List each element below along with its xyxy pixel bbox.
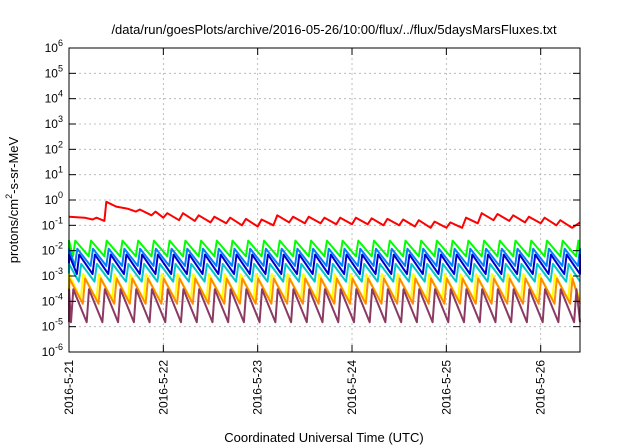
y-tick-exponent: 4 (58, 89, 63, 99)
y-tick-base: 10 (45, 92, 59, 106)
series-line-6 (68, 273, 581, 301)
y-tick-base: 10 (42, 244, 56, 258)
x-axis: 2016-5-21 2016-5-22 2016-5-23 2016-5-24 2016… (62, 48, 548, 415)
y-tick-base: 10 (45, 66, 59, 80)
x-tick-label: 2016-5-21 (62, 360, 76, 415)
y-tick-exponent: 2 (58, 139, 63, 149)
y-tick-label: 10-1 (42, 215, 63, 232)
y-tick-label: 106 (45, 38, 63, 55)
x-tick-label: 2016-5-23 (251, 360, 265, 415)
series-line-4 (68, 253, 581, 275)
y-tick-label: 10-6 (42, 342, 63, 359)
series-line-5 (68, 262, 581, 283)
y-tick-label: 105 (45, 63, 63, 80)
y-tick-label: 102 (45, 139, 63, 156)
y-tick-exponent: 1 (58, 165, 63, 175)
x-tick-label: 2016-5-26 (534, 360, 548, 415)
y-tick-base: 10 (45, 41, 59, 55)
series-line-1 (68, 200, 581, 229)
y-tick-label: 103 (45, 114, 63, 131)
y-tick-base: 10 (42, 269, 56, 283)
y-tick-base: 10 (45, 168, 59, 182)
y-tick-label: 104 (45, 89, 63, 106)
y-tick-base: 10 (45, 193, 59, 207)
y-tick-base: 10 (45, 142, 59, 156)
y-tick-exponent: -6 (55, 342, 63, 352)
y-tick-exponent: 6 (58, 38, 63, 48)
series-layer (68, 200, 581, 324)
y-tick-label: 100 (45, 190, 63, 207)
y-tick-exponent: -1 (55, 215, 63, 225)
y-tick-base: 10 (42, 320, 56, 334)
y-tick-base: 10 (42, 218, 56, 232)
y-tick-base: 10 (42, 345, 56, 359)
series-line-3 (68, 247, 581, 267)
y-tick-base: 10 (45, 117, 59, 131)
series-line-8 (68, 288, 581, 324)
x-axis-title: Coordinated Universal Time (UTC) (224, 430, 423, 445)
series-line-2 (68, 239, 581, 258)
y-tick-exponent: 0 (58, 190, 63, 200)
y-tick-exponent: -2 (55, 241, 63, 251)
x-tick-label: 2016-5-24 (345, 360, 359, 415)
y-tick-label: 10-2 (42, 241, 63, 258)
y-tick-label: 101 (45, 165, 63, 182)
chart-title: /data/run/goesPlots/archive/2016-05-26/1… (111, 22, 557, 37)
y-tick-label: 10-4 (42, 291, 63, 308)
y-tick-exponent: 3 (58, 114, 63, 124)
y-tick-exponent: 5 (58, 63, 63, 73)
y-tick-label: 10-3 (42, 266, 63, 283)
y-tick-base: 10 (42, 294, 56, 308)
y-axis-title: protons/cm2-s-sr-MeV (4, 136, 21, 263)
y-tick-exponent: -3 (55, 266, 63, 276)
y-tick-exponent: -4 (55, 291, 63, 301)
series-line-7 (68, 277, 581, 305)
y-axis: 10-610-510-410-310-210-11001011021031041… (42, 38, 580, 359)
y-tick-exponent: -5 (55, 317, 63, 327)
x-tick-label: 2016-5-25 (439, 360, 453, 415)
y-tick-label: 10-5 (42, 317, 63, 334)
x-tick-label: 2016-5-22 (156, 360, 170, 415)
